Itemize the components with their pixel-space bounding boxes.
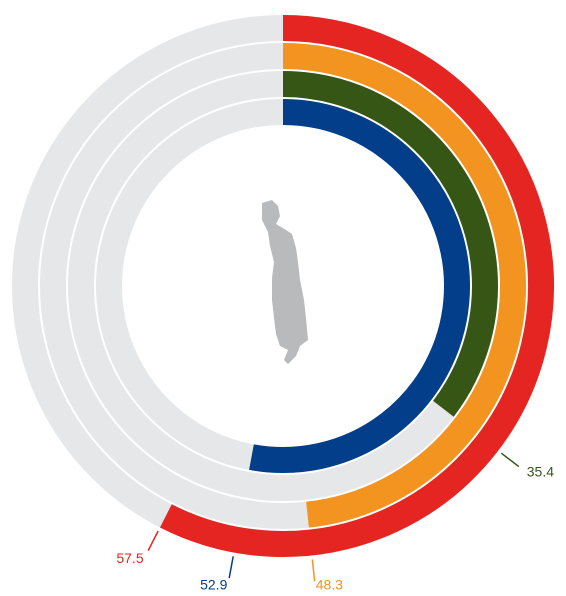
leader-line xyxy=(147,530,159,551)
leader-line xyxy=(500,452,520,468)
ring-bar xyxy=(159,15,554,557)
ring-bar xyxy=(249,99,470,473)
ring-bar xyxy=(282,43,526,528)
value-label: 57.5 xyxy=(116,550,143,566)
ring-bar xyxy=(282,71,498,417)
value-label: 52.9 xyxy=(200,577,227,593)
leader-line xyxy=(311,559,316,582)
leader-line xyxy=(228,556,234,579)
value-label: 48.3 xyxy=(316,577,343,593)
value-label: 35.4 xyxy=(527,463,554,479)
country-silhouette xyxy=(262,200,308,364)
